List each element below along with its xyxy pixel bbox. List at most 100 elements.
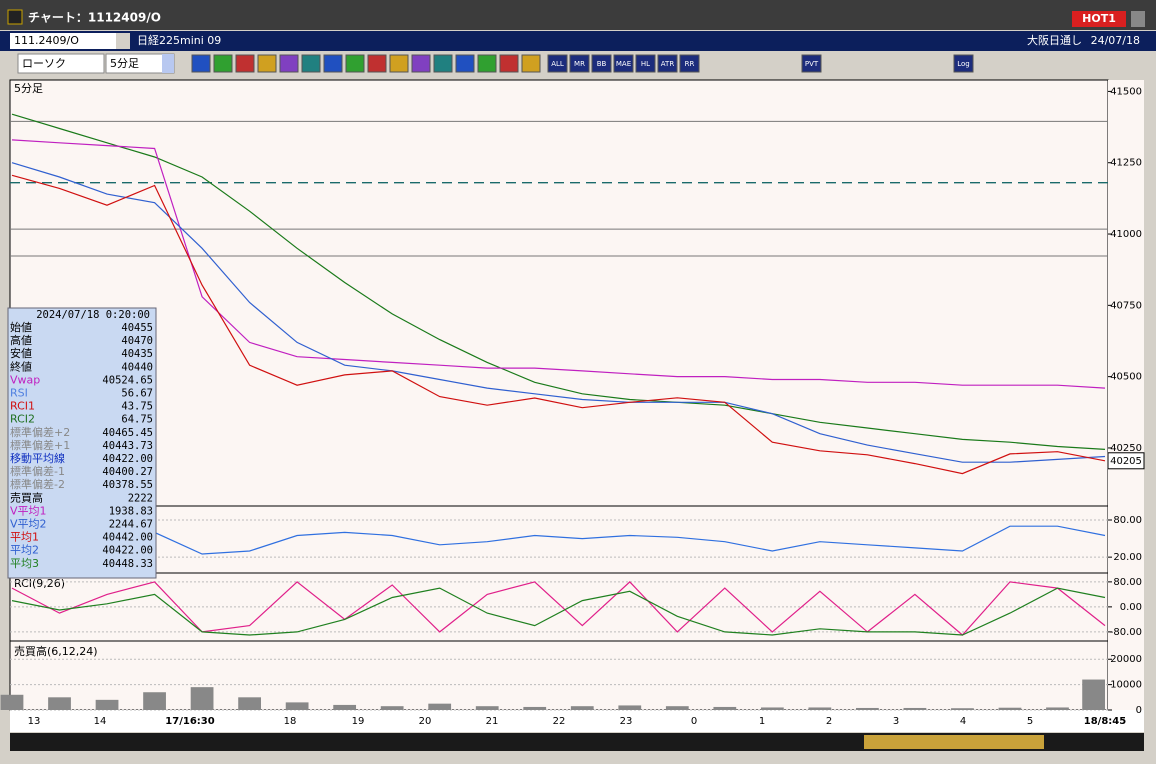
info-value: 64.75	[121, 414, 153, 426]
toolbar-button-label[interactable]: ALL	[551, 60, 564, 68]
close-button[interactable]	[1131, 11, 1145, 27]
y-tick-label: 41500	[1110, 86, 1142, 97]
toolbar-button[interactable]	[613, 54, 634, 73]
volume-bar	[428, 703, 452, 710]
info-label: 平均2	[10, 544, 39, 557]
symbol[interactable]: 111.2409/O	[14, 34, 79, 47]
hot-button-label[interactable]: HOT1	[1082, 12, 1116, 25]
x-tick-label: 3	[893, 716, 899, 727]
toolbar-icon[interactable]	[323, 54, 343, 73]
info-label: 標準偏差+1	[10, 438, 70, 452]
toolbar-icon[interactable]	[499, 54, 519, 73]
volume-bar	[333, 704, 357, 710]
toolbar-icon[interactable]	[279, 54, 299, 73]
plots: 41500 41250 41000 40750 40500 40250 40205 80.00…	[0, 86, 1145, 716]
scroll-bar[interactable]	[10, 733, 1144, 751]
toolbar-icon[interactable]	[191, 54, 211, 73]
info-value: 43.75	[121, 401, 153, 413]
info-label: V平均1	[10, 504, 47, 517]
toolbar-button[interactable]	[679, 54, 700, 73]
session-name: 大阪日通し	[1027, 33, 1082, 47]
toolbar-button-label[interactable]: MR	[574, 60, 585, 68]
volume-panel-title: 売買高(6,12,24)	[14, 644, 98, 658]
toolbar-button[interactable]	[657, 54, 678, 73]
info-value: 40524.65	[102, 374, 153, 386]
info-label: RCI2	[10, 413, 35, 426]
toolbar: ALL MR BB MAE HL ATR RR PVT Log	[191, 54, 974, 73]
volume-bar	[570, 706, 594, 710]
title-bar	[0, 0, 1156, 30]
x-tick-label: 4	[960, 716, 966, 727]
symbol-box[interactable]	[10, 33, 130, 49]
x-tick-label: 20	[419, 716, 432, 727]
info-label: Vwap	[10, 373, 40, 386]
toolbar-icon[interactable]	[213, 54, 233, 73]
info-label: 移動平均線	[10, 451, 65, 465]
info-date: 2024/07/18 0:20:00	[36, 309, 150, 321]
toolbar-icon[interactable]	[345, 54, 365, 73]
toolbar-icon[interactable]	[411, 54, 431, 73]
scroll-thumb[interactable]	[864, 735, 1044, 749]
toolbar-button-label[interactable]: ATR	[661, 60, 675, 68]
x-tick-label: 5	[1027, 716, 1033, 727]
series-line	[11, 587, 1106, 636]
info-value: 40455	[121, 322, 153, 334]
x-tick-label: 14	[94, 716, 107, 727]
toolbar-button-label[interactable]: RR	[685, 60, 695, 68]
header-date: 24/07/18	[1091, 34, 1140, 47]
toolbar-button[interactable]	[635, 54, 656, 73]
volume-bar	[618, 705, 642, 710]
info-value: 40465.45	[102, 427, 153, 439]
volume-bar	[190, 687, 214, 710]
interval[interactable]: 5分足	[110, 57, 139, 70]
toolbar-button[interactable]	[569, 54, 590, 73]
app-icon	[7, 9, 23, 25]
toolbar-button[interactable]	[953, 54, 974, 73]
price-panel-title: 5分足	[14, 82, 43, 95]
y-tick-label: 10000	[1110, 680, 1142, 691]
toolbar-button-label[interactable]: MAE	[616, 60, 631, 68]
rci-panel-title: RCI(9,26)	[14, 577, 65, 590]
y-tick-label: 0.00	[1120, 602, 1142, 613]
info-label: 始値	[10, 320, 32, 334]
series-line	[11, 113, 1106, 450]
toolbar-button-label[interactable]: HL	[641, 60, 650, 68]
info-label: 標準偏差-1	[10, 464, 65, 478]
toolbar-button-label[interactable]: PVT	[805, 60, 819, 68]
interval-dropdown[interactable]	[162, 54, 174, 73]
toolbar-icon[interactable]	[301, 54, 321, 73]
volume-bar	[760, 707, 784, 710]
toolbar-button[interactable]	[547, 54, 568, 73]
toolbar-button[interactable]	[801, 54, 822, 73]
volume-bar	[0, 694, 24, 710]
y-tick-label: 80.00	[1113, 515, 1142, 526]
y-tick-label: 80.00	[1113, 577, 1142, 588]
chart-style[interactable]: ローソク	[22, 57, 66, 70]
toolbar-icon[interactable]	[521, 54, 541, 73]
hot-button[interactable]	[1072, 11, 1126, 27]
toolbar-icon[interactable]	[433, 54, 453, 73]
toolbar-icon[interactable]	[477, 54, 497, 73]
symbol-dropdown[interactable]	[116, 33, 130, 49]
toolbar-icon[interactable]	[367, 54, 387, 73]
volume-bar	[48, 697, 71, 710]
info-label: 平均3	[10, 557, 39, 570]
toolbar-icon[interactable]	[389, 54, 409, 73]
info-label: 安値	[10, 346, 32, 360]
info-value: 40435	[121, 348, 153, 360]
info-value: 40442.00	[102, 532, 153, 544]
info-panel	[7, 307, 157, 579]
volume-bar	[475, 706, 499, 710]
toolbar-button[interactable]	[591, 54, 612, 73]
x-tick-label: 18/8:45	[1084, 716, 1126, 727]
x-tick-label: 2	[826, 716, 832, 727]
info-value: 56.67	[121, 388, 153, 400]
toolbar-icon[interactable]	[235, 54, 255, 73]
toolbar-button-label[interactable]: BB	[597, 60, 607, 68]
toolbar-button-label[interactable]: Log	[957, 60, 970, 68]
chart-style-select[interactable]	[17, 53, 105, 74]
toolbar-icon[interactable]	[455, 54, 475, 73]
toolbar-icon[interactable]	[257, 54, 277, 73]
info-value: 2244.67	[109, 519, 153, 531]
